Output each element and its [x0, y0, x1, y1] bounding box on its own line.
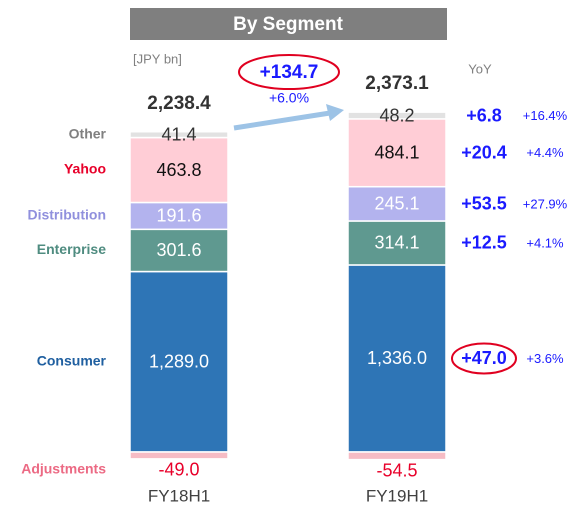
yoy-change: +47.0 [461, 348, 507, 368]
value-label: 314.1 [374, 233, 419, 253]
yoy-header: YoY [468, 61, 492, 76]
arrow-head [326, 104, 344, 121]
total-label: 2,238.4 [147, 93, 211, 114]
yoy-pct: +16.4% [523, 108, 568, 123]
bar-segment [129, 228, 229, 273]
bar-segment [347, 111, 447, 120]
bar-segment [129, 451, 229, 460]
series-name: Adjustments [21, 461, 106, 477]
title-bar [130, 8, 447, 40]
yoy-pct: +3.6% [526, 351, 564, 366]
bar-segment [129, 131, 229, 139]
total-change-pct: +6.0% [269, 90, 309, 106]
x-tick-label: FY18H1 [148, 486, 210, 505]
x-tick-label: FY19H1 [366, 486, 428, 505]
series-name: Distribution [27, 207, 106, 223]
value-label: 41.4 [161, 124, 196, 144]
value-label: 245.1 [374, 194, 419, 214]
yoy-change: +12.5 [461, 233, 507, 253]
chart-title: By Segment [233, 14, 343, 35]
yoy-change: +53.5 [461, 194, 507, 214]
value-label: 463.8 [156, 160, 201, 180]
bar-segment [347, 220, 447, 266]
highlight-oval [451, 342, 517, 375]
bar-segment [129, 201, 229, 231]
series-name: Enterprise [37, 241, 106, 257]
highlight-oval [238, 54, 340, 90]
unit-label: [JPY bn] [133, 51, 182, 66]
yoy-pct: +27.9% [523, 196, 568, 211]
arrow-shaft [233, 110, 331, 131]
series-name: Yahoo [64, 161, 106, 177]
bar-segment [347, 118, 447, 188]
yoy-pct: +4.4% [526, 145, 564, 160]
bar-segment [347, 451, 447, 461]
bar-segment [347, 185, 447, 222]
series-name: Consumer [37, 352, 107, 368]
value-label: -54.5 [376, 460, 417, 480]
bar-segment [129, 136, 229, 204]
value-label: 48.2 [379, 105, 414, 125]
yoy-change: +20.4 [461, 143, 507, 163]
value-label: 1,289.0 [149, 352, 209, 372]
total-change: +134.7 [260, 62, 319, 83]
value-label: 301.6 [156, 240, 201, 260]
value-label: 1,336.0 [367, 348, 427, 368]
yoy-change: +6.8 [466, 105, 502, 125]
bar-segment [129, 270, 229, 453]
total-label: 2,373.1 [365, 73, 429, 94]
value-label: 484.1 [374, 143, 419, 163]
series-name: Other [69, 125, 107, 141]
yoy-pct: +4.1% [526, 235, 564, 250]
value-label: 191.6 [156, 206, 201, 226]
value-label: -49.0 [158, 460, 199, 480]
